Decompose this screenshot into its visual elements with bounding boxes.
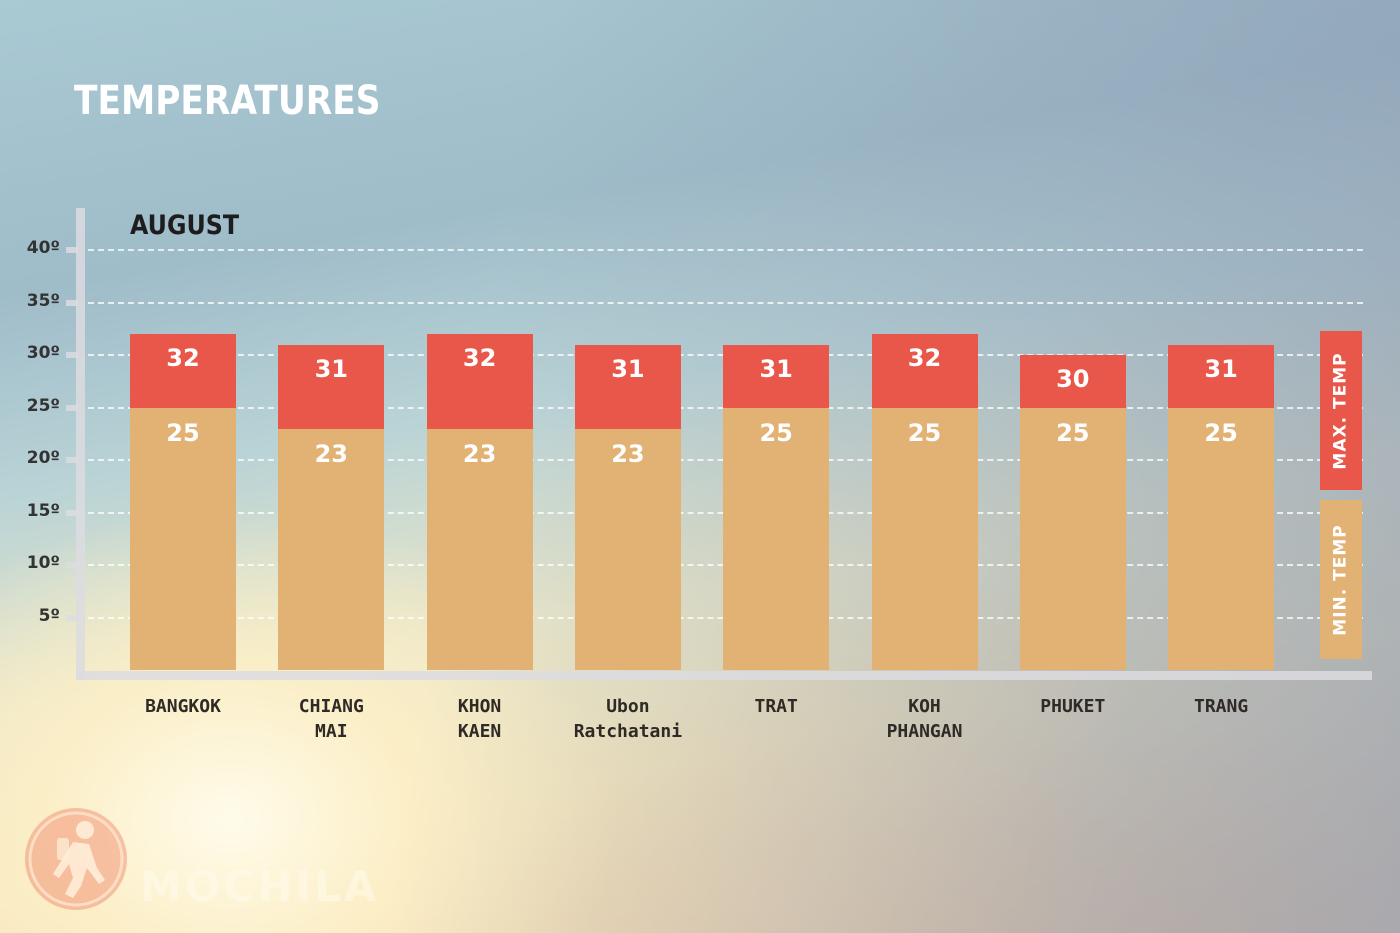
bar-group: 32 25: [130, 334, 236, 670]
y-tick-mark: [66, 247, 78, 253]
city-label: PHUKET: [1040, 696, 1106, 717]
bar-max-temp: 31: [574, 344, 681, 429]
bar-min-temp: 25: [1168, 407, 1275, 670]
city-label: Ubon Ratchatani: [573, 696, 683, 742]
bar-max-temp: 31: [278, 344, 385, 429]
legend-max-temp: MAX. TEMP: [1320, 331, 1362, 490]
city-label: KHON KAEN: [457, 696, 502, 742]
y-tick-mark: [66, 404, 78, 411]
max-temp-value: 30: [1056, 365, 1090, 393]
max-temp-value: 32: [907, 344, 942, 372]
chart-subtitle: AUGUST: [130, 210, 240, 241]
legend-max-label: MAX. TEMP: [1331, 351, 1351, 470]
bar-min-temp: 23: [426, 428, 533, 670]
grid-line: [88, 301, 1363, 304]
y-tick-mark: [66, 352, 78, 358]
bar-max-temp: 32: [426, 334, 533, 429]
y-tick-mark: [66, 509, 78, 516]
bar-group: 31 25: [1168, 344, 1275, 670]
bar-min-temp: 23: [278, 428, 385, 670]
city-label: BANGKOK: [145, 696, 221, 717]
bar-max-temp: 32: [871, 334, 978, 408]
bar-max-temp: 30: [1019, 355, 1126, 408]
bar-group: 31 25: [723, 344, 830, 670]
y-tick-label: 35º: [26, 290, 60, 311]
y-tick-label: 30º: [26, 343, 60, 363]
min-temp-value: 25: [1056, 418, 1090, 447]
bar-group: 32 23: [426, 334, 533, 670]
y-tick-mark: [66, 457, 78, 463]
city-label: TRANG: [1194, 696, 1249, 717]
y-tick-label: 20º: [26, 448, 60, 468]
y-tick-label: 25º: [26, 395, 60, 416]
bar-max-temp: 32: [130, 334, 236, 408]
grid-line: [88, 249, 1363, 251]
bar-min-temp: 25: [723, 407, 830, 670]
bar-max-temp: 31: [1168, 344, 1275, 408]
max-temp-value: 32: [462, 344, 497, 372]
bar-group: 32 25: [871, 334, 978, 670]
min-temp-value: 23: [611, 439, 645, 468]
legend-min-label: MIN. TEMP: [1331, 523, 1351, 636]
bar-group: 31 23: [278, 344, 385, 670]
bar-group: 30 25: [1019, 355, 1126, 670]
legend-min-temp: MIN. TEMP: [1320, 500, 1362, 659]
max-temp-value: 31: [314, 354, 348, 383]
x-axis-line: [76, 671, 1372, 680]
y-tick-mark: [66, 299, 78, 306]
y-tick-mark: [66, 614, 78, 621]
hiker-logo-icon: [25, 808, 127, 910]
bar-min-temp: 25: [130, 407, 236, 670]
min-temp-value: 25: [166, 418, 200, 447]
max-temp-value: 31: [611, 354, 645, 383]
bar-group: 31 23: [574, 344, 681, 670]
city-label: KOH PHANGAN: [886, 696, 963, 742]
y-tick-label: 15º: [26, 500, 60, 521]
min-temp-value: 25: [1204, 418, 1238, 447]
page-title: TEMPERATURES: [74, 78, 381, 124]
city-label: CHIANG MAI: [298, 696, 364, 742]
y-tick-mark: [66, 562, 78, 568]
y-tick-label: 10º: [26, 553, 60, 573]
watermark-text: MOCHILA: [140, 862, 380, 911]
y-tick-label: 5º: [38, 605, 60, 626]
max-temp-value: 31: [1204, 354, 1238, 383]
min-temp-value: 25: [907, 418, 942, 447]
y-tick-label: 40º: [26, 238, 60, 258]
bar-min-temp: 25: [1019, 407, 1126, 670]
bar-max-temp: 31: [723, 344, 830, 408]
y-axis-line: [76, 208, 85, 680]
max-temp-value: 31: [759, 354, 793, 383]
min-temp-value: 23: [462, 439, 497, 468]
city-label: TRAT: [754, 696, 798, 717]
max-temp-value: 32: [166, 344, 200, 372]
min-temp-value: 23: [314, 439, 348, 468]
bar-min-temp: 25: [871, 407, 978, 670]
min-temp-value: 25: [759, 418, 793, 447]
bar-min-temp: 23: [574, 428, 681, 670]
